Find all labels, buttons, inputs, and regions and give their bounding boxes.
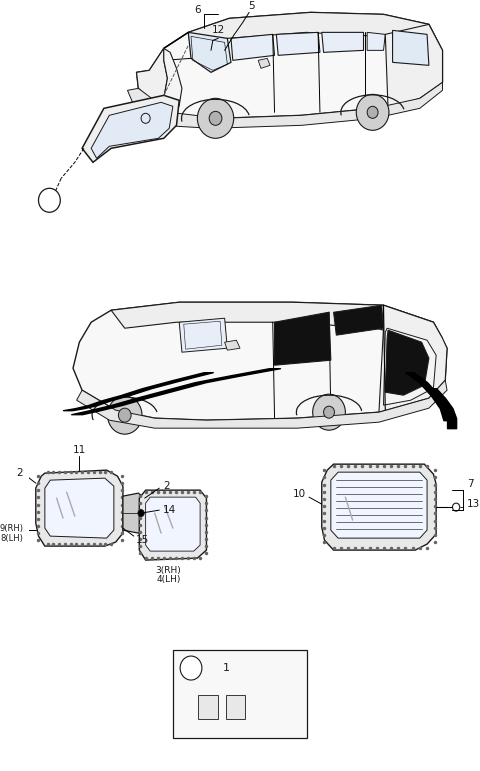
Text: 10: 10 <box>293 489 306 499</box>
Circle shape <box>180 656 202 680</box>
Polygon shape <box>73 302 447 420</box>
Circle shape <box>119 408 131 423</box>
Text: 3(RH): 3(RH) <box>156 566 181 574</box>
Circle shape <box>108 396 142 434</box>
Polygon shape <box>322 464 436 550</box>
Polygon shape <box>193 690 253 725</box>
Polygon shape <box>128 82 443 128</box>
Polygon shape <box>379 305 447 412</box>
Text: a: a <box>188 663 194 673</box>
Circle shape <box>356 94 389 130</box>
Polygon shape <box>225 340 240 350</box>
Polygon shape <box>275 312 331 365</box>
Text: 6: 6 <box>194 5 201 15</box>
Polygon shape <box>45 478 114 538</box>
Circle shape <box>367 106 378 118</box>
Text: 8(LH): 8(LH) <box>0 534 23 543</box>
Circle shape <box>324 406 335 418</box>
Polygon shape <box>91 103 173 158</box>
Polygon shape <box>36 470 123 546</box>
Text: 4(LH): 4(LH) <box>156 574 180 584</box>
Polygon shape <box>367 32 385 50</box>
Circle shape <box>312 394 346 430</box>
Text: 15: 15 <box>136 535 149 545</box>
Polygon shape <box>200 684 253 690</box>
Polygon shape <box>145 497 200 551</box>
Text: 5: 5 <box>249 2 255 12</box>
Polygon shape <box>276 32 320 56</box>
Text: 7: 7 <box>467 479 474 489</box>
Polygon shape <box>188 32 231 72</box>
Polygon shape <box>136 12 443 118</box>
Polygon shape <box>393 30 429 66</box>
Text: 2: 2 <box>16 468 23 478</box>
Polygon shape <box>258 59 270 69</box>
Circle shape <box>197 99 234 138</box>
Text: 2: 2 <box>163 481 169 491</box>
Text: 1: 1 <box>223 663 230 673</box>
Polygon shape <box>139 490 206 560</box>
Text: 11: 11 <box>73 445 86 455</box>
Text: 13: 13 <box>467 499 480 509</box>
Circle shape <box>138 510 144 517</box>
Text: 9(RH): 9(RH) <box>0 524 23 533</box>
Polygon shape <box>77 380 447 428</box>
Bar <box>198 695 218 719</box>
Polygon shape <box>156 49 182 116</box>
Polygon shape <box>331 472 427 538</box>
Polygon shape <box>384 328 436 406</box>
Polygon shape <box>111 302 443 342</box>
Polygon shape <box>385 25 443 109</box>
Polygon shape <box>385 330 429 396</box>
Text: 14: 14 <box>163 505 176 515</box>
Polygon shape <box>136 49 168 106</box>
Polygon shape <box>231 35 275 60</box>
Polygon shape <box>123 493 145 533</box>
Bar <box>173 650 307 738</box>
Polygon shape <box>82 96 179 163</box>
Polygon shape <box>334 305 384 335</box>
Circle shape <box>38 188 60 212</box>
Polygon shape <box>179 318 228 352</box>
Bar <box>226 695 245 719</box>
Polygon shape <box>322 32 363 52</box>
Text: 12: 12 <box>212 25 225 35</box>
Text: a: a <box>47 195 52 205</box>
Polygon shape <box>188 12 438 50</box>
Circle shape <box>209 111 222 126</box>
